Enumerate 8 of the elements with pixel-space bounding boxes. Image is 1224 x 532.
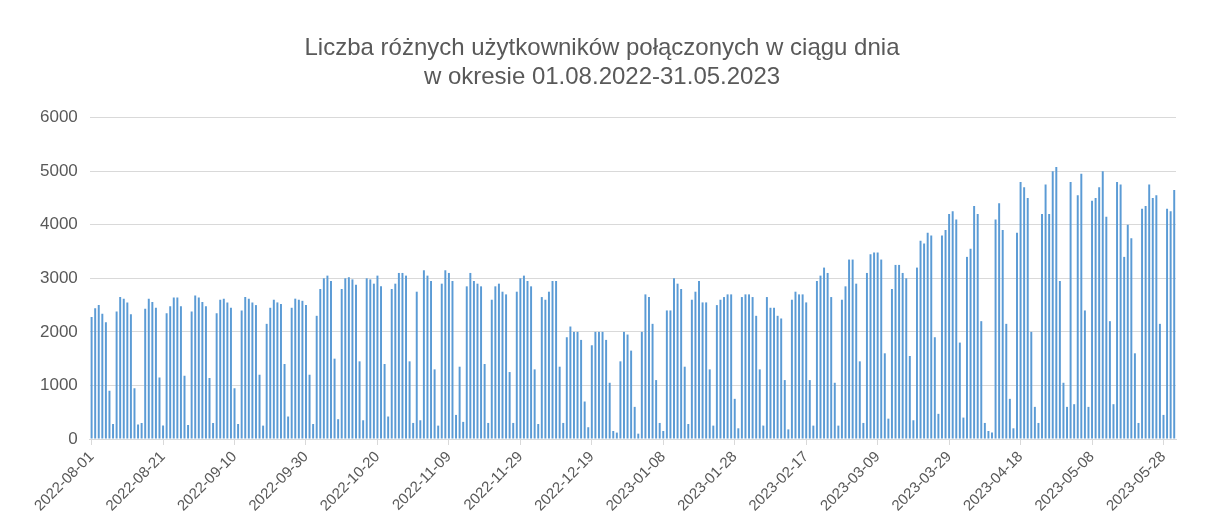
y-tick-label: 4000 <box>39 214 78 234</box>
y-tick-label: 3000 <box>39 268 78 287</box>
y-tick-label: 0 <box>68 428 78 448</box>
y-tick-label: 5000 <box>39 160 78 180</box>
y-tick-label: 2000 <box>39 321 78 341</box>
y-tick-label: 1000 <box>39 375 78 395</box>
y-tick-label: 6000 <box>39 107 78 127</box>
chart-title: Liczba różnych użytkowników połączonych w ciągu dnia w okresie 01.08.2022-31.05.2023 <box>304 33 901 89</box>
